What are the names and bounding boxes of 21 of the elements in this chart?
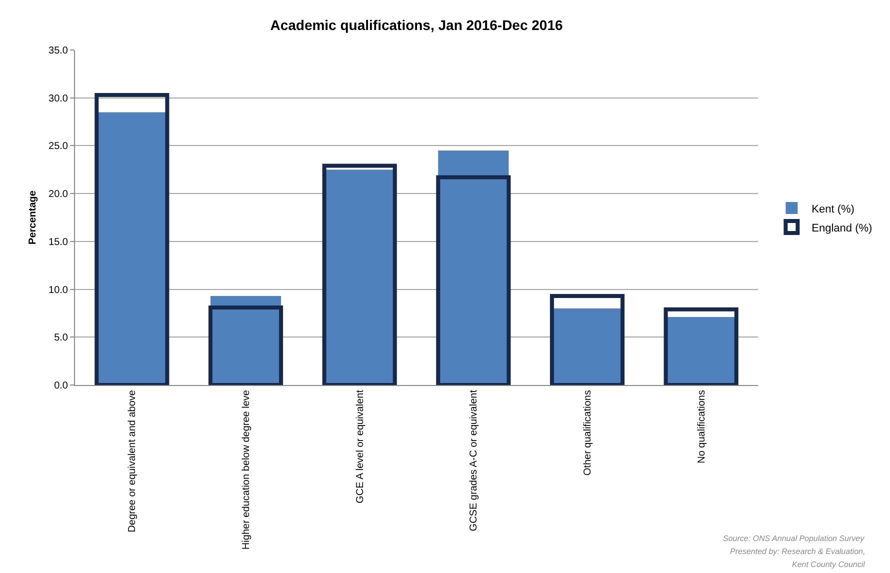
y-tick-label: 10.0: [48, 284, 68, 296]
y-tick-label: 15.0: [48, 236, 68, 248]
y-tick-label: 35.0: [48, 46, 68, 56]
x-tick-label: GCE A level or equivalent: [354, 390, 366, 504]
text: Kent County Council: [792, 560, 866, 569]
source-note: Source: ONS Annual Population Survey: [723, 534, 866, 543]
legend-label: England (%): [812, 222, 872, 234]
x-tick-label: Degree or equivalent and above: [127, 390, 138, 532]
y-tick-label: 5.0: [54, 332, 68, 344]
text: Presented by: Research & Evaluation,: [730, 547, 866, 556]
x-tick-label: No qualifications: [696, 390, 708, 464]
x-tick-label: GCSE grades A-C or equivalent: [468, 390, 480, 532]
legend-label: Kent (%): [812, 203, 854, 216]
chart-title: Academic qualifications, Jan 2016-Dec 2016: [270, 16, 563, 33]
y-tick-label: 0.0: [54, 380, 68, 392]
y-tick-label: 25.0: [48, 141, 68, 152]
y-tick-label: 30.0: [48, 93, 68, 104]
y-axis-title: Percentage: [28, 190, 39, 244]
y-tick-label: 20.0: [48, 189, 68, 200]
x-tick-label: Higher education below degree leve: [241, 390, 252, 550]
x-tick-label: Other qualifications: [582, 390, 594, 476]
